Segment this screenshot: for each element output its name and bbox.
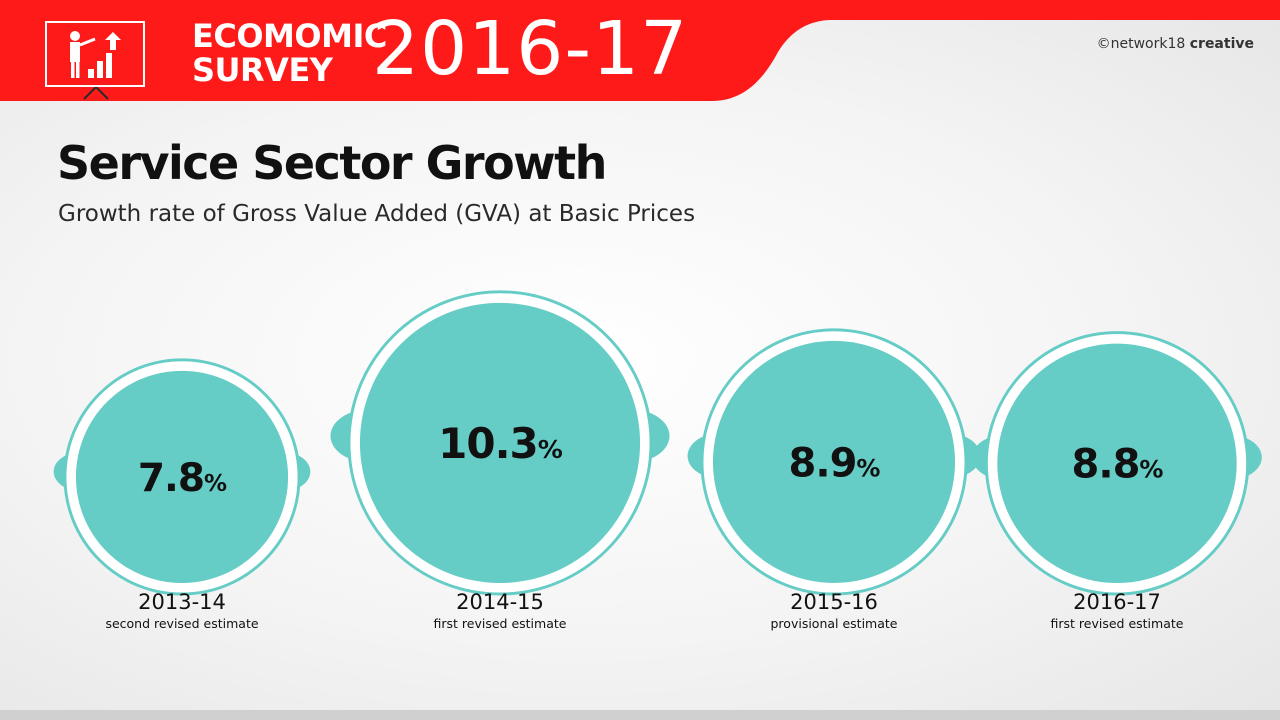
bubble-value-number: 8.9 <box>789 440 857 486</box>
header-banner <box>0 0 1280 101</box>
bubble-year-label: 2013-14 <box>138 590 226 614</box>
page-title: Service Sector Growth <box>57 136 607 190</box>
bubble-year-label: 2016-17 <box>1073 590 1161 614</box>
bubble-year-label: 2014-15 <box>456 590 544 614</box>
bubble <box>75 370 289 583</box>
bottom-strip <box>0 710 1280 720</box>
bubble-group-2016-17: 8.8% 2016-17 first revised estimate <box>972 331 1262 631</box>
page-subtitle: Growth rate of Gross Value Added (GVA) a… <box>58 201 696 227</box>
bubble-value-label: 8.9% <box>789 440 881 486</box>
credit-text: ©network18 creative <box>1097 36 1254 52</box>
bubble-estimate-label: second revised estimate <box>105 616 258 631</box>
bubble-group-2015-16: 8.9% 2015-16 provisional estimate <box>687 328 981 631</box>
bubble-group-2013-14: 7.8% 2013-14 second revised estimate <box>53 358 311 631</box>
bubble-value-unit: % <box>1139 456 1163 484</box>
bubble-value-label: 10.3% <box>438 419 563 468</box>
bubble-value-number: 7.8 <box>138 456 204 501</box>
bubble-value-unit: % <box>538 435 563 464</box>
survey-logo <box>45 21 145 87</box>
bubble-value-unit: % <box>856 454 880 482</box>
bubble-value-label: 8.8% <box>1072 442 1164 488</box>
bubble <box>997 343 1237 583</box>
bubble-ring <box>63 358 301 596</box>
bubble-estimate-label: first revised estimate <box>434 616 567 631</box>
presenter-chart-icon <box>70 31 121 78</box>
survey-year: 2016-17 <box>372 6 689 92</box>
bubble <box>359 302 641 583</box>
credit-prefix: ©network18 <box>1096 36 1190 52</box>
bubble-estimate-label: first revised estimate <box>1051 616 1184 631</box>
bubble-value-number: 10.3 <box>438 419 538 468</box>
survey-label-line2: SURVEY <box>192 51 333 89</box>
bubble-value-unit: % <box>204 471 227 497</box>
bubble-value-number: 8.8 <box>1072 442 1140 488</box>
bubble-value-label: 7.8% <box>138 456 227 501</box>
bubble-ring <box>347 290 653 596</box>
bubble <box>712 340 956 583</box>
bubble-ring <box>700 328 968 596</box>
bubble-year-label: 2015-16 <box>790 590 878 614</box>
bubble-estimate-label: provisional estimate <box>771 616 898 631</box>
bubble-group-2014-15: 10.3% 2014-15 first revised estimate <box>330 290 670 631</box>
credit-brand: creative <box>1189 36 1254 52</box>
bubble-ring <box>984 331 1250 596</box>
survey-label-line1: ECOMOMIC <box>192 17 387 55</box>
easel-stand <box>83 87 109 100</box>
